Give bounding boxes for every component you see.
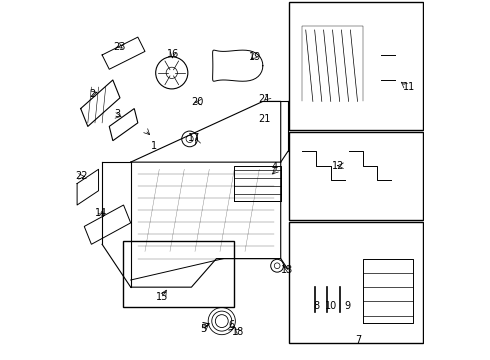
Text: 23: 23 (113, 42, 125, 52)
Text: 22: 22 (75, 171, 88, 181)
Text: 10: 10 (325, 301, 338, 311)
Text: 12: 12 (332, 161, 345, 171)
Text: 5: 5 (200, 324, 206, 334)
Text: 16: 16 (167, 49, 179, 59)
Text: 3: 3 (114, 109, 120, 119)
Bar (123, 241, 234, 307)
Text: 19: 19 (249, 52, 261, 62)
Bar (289, 132, 423, 220)
Bar (289, 222, 423, 342)
Text: 21: 21 (258, 94, 271, 104)
Text: 4: 4 (271, 162, 277, 172)
Text: 14: 14 (95, 208, 107, 218)
Text: 7: 7 (355, 335, 362, 345)
Text: 13: 13 (281, 265, 294, 275)
Text: 15: 15 (156, 292, 168, 302)
Text: 8: 8 (314, 301, 319, 311)
Text: 18: 18 (232, 327, 245, 337)
Text: 2: 2 (89, 89, 95, 99)
Text: 9: 9 (345, 301, 351, 311)
Text: 20: 20 (192, 97, 204, 107)
Text: 17: 17 (188, 133, 200, 143)
Text: 11: 11 (402, 82, 415, 92)
Text: 21: 21 (258, 114, 271, 124)
Bar (289, 2, 423, 130)
Text: 6: 6 (228, 320, 235, 330)
Text: 1: 1 (151, 141, 157, 151)
